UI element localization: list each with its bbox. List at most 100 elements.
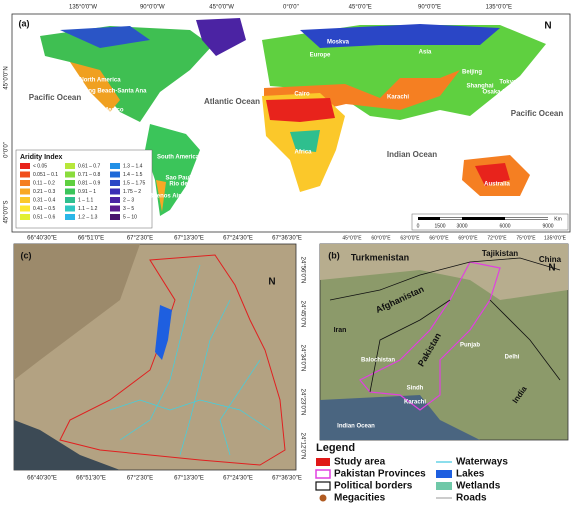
label: 0°0'0" — [4, 142, 10, 158]
north-terrain — [320, 244, 568, 300]
label: Sindh — [407, 386, 424, 392]
legend-borders — [315, 481, 331, 491]
label: Tajikistan — [482, 249, 518, 258]
label: (b) — [328, 250, 340, 260]
study-area — [59, 254, 286, 466]
label: 75°0'0"E — [516, 235, 536, 241]
label: 45°0'0"E — [342, 235, 362, 241]
waterway — [119, 264, 201, 441]
class-swatch — [65, 197, 75, 203]
class-swatch — [110, 205, 120, 212]
label: 45°0'0"W — [209, 5, 234, 11]
scale-bar — [418, 217, 548, 220]
label: Ciudad de Mexico — [72, 108, 123, 114]
label: 66°0'0"E — [429, 235, 449, 241]
label: South America — [157, 155, 200, 161]
label: Cairo — [294, 92, 310, 98]
label: 135°0'0"W — [69, 5, 97, 11]
class-swatch — [65, 163, 75, 169]
label: 24°23'0"N — [299, 389, 305, 416]
label: Africa — [294, 150, 312, 156]
class-swatch — [20, 214, 30, 220]
label: 67°24'30"E — [223, 476, 253, 482]
class-swatch — [110, 188, 120, 195]
label: Asia — [419, 50, 432, 56]
africa-humid — [290, 130, 320, 152]
class-swatch — [20, 180, 30, 186]
label: 1500 — [434, 223, 445, 229]
class-swatch — [65, 205, 75, 212]
north-america — [40, 26, 212, 122]
label: (a) — [19, 18, 30, 28]
label: 0 — [417, 223, 420, 229]
label: N — [268, 277, 275, 288]
label: 0.21 – 0.3 — [33, 189, 55, 195]
label: Sao Paulo — [165, 176, 194, 182]
label: < 0.05 — [33, 163, 47, 169]
legend-wetlands — [436, 482, 452, 490]
label: Shanghai — [466, 84, 493, 90]
label: 63°0'0"E — [400, 235, 420, 241]
label: Punjab — [460, 343, 480, 349]
pakistan-provinces — [359, 261, 501, 411]
label: Delhi — [505, 355, 520, 361]
label: Iran — [334, 327, 347, 334]
political-border — [369, 299, 451, 393]
class-swatch — [110, 163, 120, 169]
australia-arid — [475, 163, 510, 186]
label: 0.71 – 0.8 — [78, 172, 100, 178]
label: 135°0'0"E — [544, 235, 567, 241]
label: Study area — [334, 457, 386, 468]
label: 1.4 – 1.5 — [123, 172, 143, 178]
label: 72°0'0"E — [487, 235, 507, 241]
label: Political borders — [334, 481, 413, 492]
scale-bar-seg — [505, 217, 548, 220]
label: Km — [554, 216, 562, 222]
label: 66°40'30"E — [27, 236, 57, 242]
class-swatch — [110, 197, 120, 203]
waterway — [219, 359, 261, 456]
legend-lakes — [436, 470, 452, 478]
label: 45°0'0"E — [349, 5, 372, 11]
class-swatch — [65, 188, 75, 195]
label: Karachi — [404, 400, 426, 406]
label: 6000 — [499, 223, 510, 229]
label: 0.61 – 0.7 — [78, 163, 100, 169]
waterway — [179, 299, 231, 456]
label: Karachi — [387, 95, 409, 101]
label: 9000 — [542, 223, 553, 229]
label: 90°0'0"W — [140, 5, 165, 11]
label: Buenos Aires — [149, 194, 188, 200]
label: 67°24'30"E — [223, 236, 253, 242]
label: China — [539, 255, 562, 264]
class-swatch — [20, 205, 30, 212]
label: 60°0'0"E — [371, 235, 391, 241]
legend-provinces — [315, 469, 331, 479]
label: Waterways — [456, 457, 508, 468]
class-swatch — [65, 214, 75, 220]
hills — [14, 244, 140, 380]
label: 3000 — [456, 223, 467, 229]
eurasia-humid — [300, 24, 500, 48]
label: Tokyo — [499, 80, 517, 86]
label: 66°51'30"E — [76, 476, 106, 482]
label: 5 – 10 — [123, 214, 137, 220]
label: N — [548, 263, 555, 274]
label: 67°36'30"E — [272, 236, 302, 242]
label: 66°51'0"E — [78, 236, 104, 242]
south-america-dry — [156, 180, 166, 212]
sea — [14, 420, 120, 470]
label: Pakistan Provinces — [334, 469, 426, 480]
label: Lakes — [456, 469, 485, 480]
label: 90°0'0"E — [418, 5, 441, 11]
label: North America — [79, 78, 121, 84]
label: 1.1 – 1.2 — [78, 206, 98, 212]
political-border — [329, 257, 561, 301]
label: Osaka-Kobe — [482, 90, 518, 96]
class-swatch — [20, 197, 30, 203]
label: 1.3 – 1.4 — [123, 163, 143, 169]
label: 0°0'0" — [283, 5, 299, 11]
lake — [155, 305, 172, 360]
class-swatch — [65, 171, 75, 178]
